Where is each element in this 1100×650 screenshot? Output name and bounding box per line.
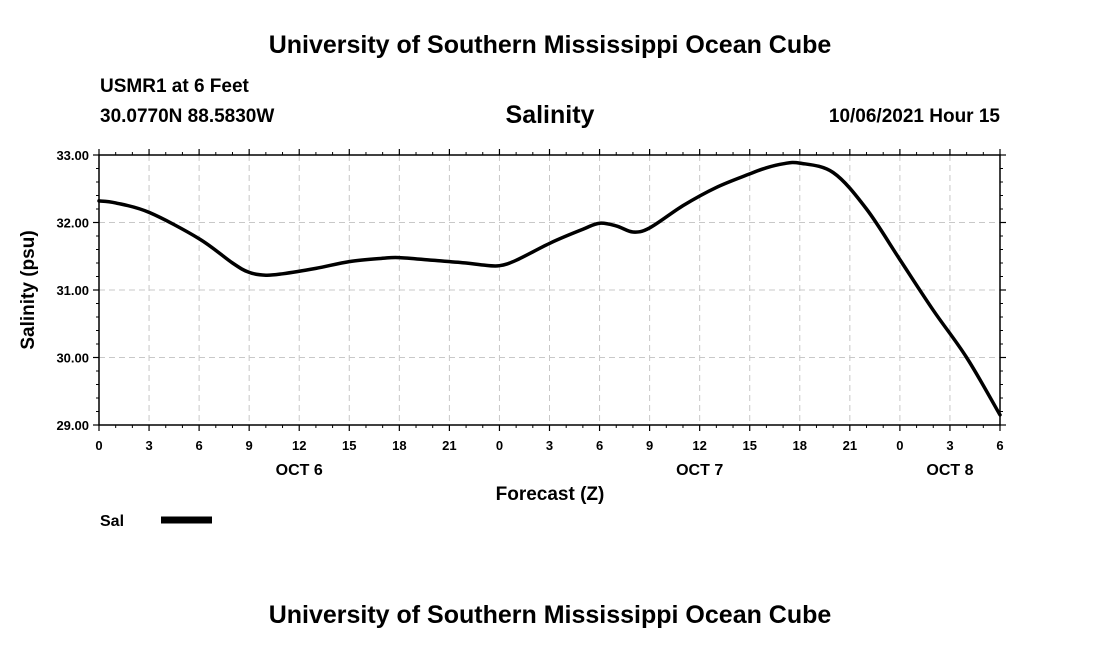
date-label: OCT 6	[276, 462, 323, 479]
x-tick-label: 0	[896, 438, 903, 453]
legend-label: Sal	[100, 513, 124, 530]
y-tick-label: 32.00	[56, 216, 89, 231]
y-tick-labels: 29.00 30.00 31.00 32.00 33.00	[56, 148, 89, 433]
x-tick-label: 0	[95, 438, 102, 453]
x-tick-label: 12	[692, 438, 706, 453]
x-tick-label: 9	[646, 438, 653, 453]
x-tick-label: 15	[342, 438, 356, 453]
x-tick-label: 3	[946, 438, 953, 453]
date-label: OCT 8	[926, 462, 973, 479]
x-tick-label: 12	[292, 438, 306, 453]
station-label: USMR1 at 6 Feet	[100, 76, 249, 97]
x-tick-label: 6	[996, 438, 1003, 453]
x-tick-label: 6	[195, 438, 202, 453]
x-tick-label: 9	[246, 438, 253, 453]
y-axis-title: Salinity (psu)	[18, 230, 39, 349]
chart-title: Salinity	[505, 101, 595, 129]
date-label: OCT 7	[676, 462, 723, 479]
x-tick-label: 3	[546, 438, 553, 453]
x-tick-label: 18	[793, 438, 807, 453]
x-tick-label: 6	[596, 438, 603, 453]
grid-lines	[99, 155, 1000, 425]
x-axis-title: Forecast (Z)	[496, 484, 605, 505]
page-title: University of Southern Mississippi Ocean…	[268, 31, 832, 59]
x-tick-label: 21	[442, 438, 456, 453]
date-labels: OCT 6 OCT 7 OCT 8	[276, 462, 974, 479]
footer-title: University of Southern Mississippi Ocean…	[268, 601, 832, 629]
x-tick-label: 0	[496, 438, 503, 453]
salinity-series-line	[97, 160, 1002, 417]
axis-ticks	[93, 149, 1006, 431]
x-tick-label: 21	[843, 438, 857, 453]
y-tick-label: 33.00	[56, 148, 89, 163]
datetime-label: 10/06/2021 Hour 15	[828, 106, 1000, 127]
y-tick-label: 31.00	[56, 283, 89, 298]
x-tick-labels: 0 3 6 9 12 15 18 21 0 3 6 9 12 15 18 21 0 3 6	[95, 438, 1003, 453]
x-tick-label: 15	[742, 438, 756, 453]
y-tick-label: 30.00	[56, 351, 89, 366]
y-tick-label: 29.00	[56, 418, 89, 433]
x-tick-label: 18	[392, 438, 406, 453]
coordinates-label: 30.0770N 88.5830W	[100, 106, 275, 127]
x-tick-label: 3	[145, 438, 152, 453]
